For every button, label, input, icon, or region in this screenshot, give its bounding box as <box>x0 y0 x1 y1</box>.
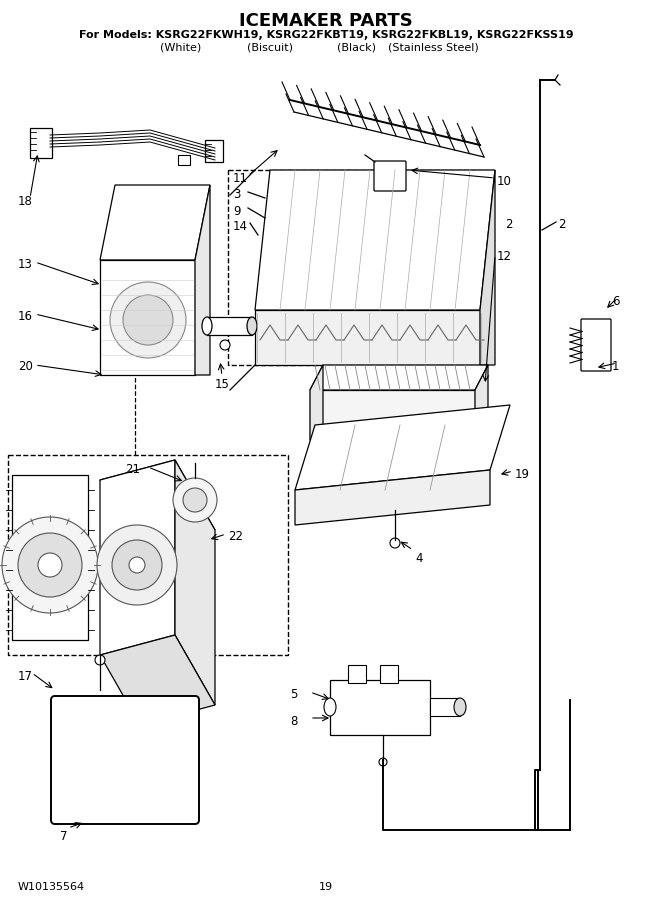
Circle shape <box>18 533 82 597</box>
Polygon shape <box>100 260 195 375</box>
Text: 5: 5 <box>290 688 297 701</box>
FancyBboxPatch shape <box>51 696 199 824</box>
Ellipse shape <box>324 698 336 716</box>
Circle shape <box>390 538 400 548</box>
Text: 17: 17 <box>18 670 33 683</box>
Bar <box>205 140 223 162</box>
Text: 22: 22 <box>228 530 243 543</box>
Text: For Models: KSRG22FKWH19, KSRG22FKBT19, KSRG22FKBL19, KSRG22FKSS19: For Models: KSRG22FKWH19, KSRG22FKBT19, … <box>79 30 573 40</box>
Ellipse shape <box>247 317 257 335</box>
Text: 13: 13 <box>18 258 33 271</box>
Polygon shape <box>12 475 88 640</box>
Text: 6: 6 <box>612 295 619 308</box>
Text: (Black): (Black) <box>338 43 376 53</box>
Text: 1: 1 <box>612 360 619 373</box>
Polygon shape <box>310 365 488 390</box>
Text: 3: 3 <box>233 188 241 201</box>
Circle shape <box>220 340 230 350</box>
Circle shape <box>123 295 173 345</box>
Ellipse shape <box>202 317 212 335</box>
Text: 12: 12 <box>497 250 512 263</box>
FancyBboxPatch shape <box>374 161 406 191</box>
Bar <box>207 317 252 335</box>
Text: 20: 20 <box>18 360 33 373</box>
Bar <box>430 698 460 716</box>
Circle shape <box>337 442 343 448</box>
Text: 7: 7 <box>60 830 68 843</box>
Text: 18: 18 <box>18 195 33 208</box>
Bar <box>178 155 190 165</box>
Text: 11: 11 <box>233 172 248 185</box>
Text: 10: 10 <box>497 175 512 188</box>
Polygon shape <box>100 635 215 725</box>
Polygon shape <box>310 365 323 440</box>
Text: 4: 4 <box>415 552 422 565</box>
FancyBboxPatch shape <box>581 319 611 371</box>
Polygon shape <box>480 170 495 365</box>
Text: 9: 9 <box>233 205 241 218</box>
Circle shape <box>95 655 105 665</box>
Circle shape <box>97 525 177 605</box>
Circle shape <box>38 553 62 577</box>
Text: (White): (White) <box>160 43 201 53</box>
Polygon shape <box>255 170 495 310</box>
Polygon shape <box>100 185 210 260</box>
Text: (Stainless Steel): (Stainless Steel) <box>388 43 479 53</box>
Polygon shape <box>295 405 510 490</box>
Polygon shape <box>310 390 475 440</box>
Text: (Biscuit): (Biscuit) <box>247 43 293 53</box>
Polygon shape <box>100 460 175 655</box>
Polygon shape <box>255 310 480 365</box>
Text: W10135564: W10135564 <box>18 882 85 892</box>
Circle shape <box>112 540 162 590</box>
Bar <box>348 665 366 683</box>
Text: 2: 2 <box>558 218 565 231</box>
Circle shape <box>129 557 145 573</box>
Text: 8: 8 <box>290 715 297 728</box>
Text: ICEMAKER PARTS: ICEMAKER PARTS <box>239 12 413 30</box>
Text: 19: 19 <box>319 882 333 892</box>
Polygon shape <box>100 460 215 550</box>
Circle shape <box>183 488 207 512</box>
Text: 14: 14 <box>233 220 248 233</box>
Circle shape <box>2 517 98 613</box>
Text: 16: 16 <box>18 310 33 323</box>
Text: 19: 19 <box>515 468 530 481</box>
Circle shape <box>110 282 186 358</box>
Polygon shape <box>475 365 488 440</box>
Polygon shape <box>195 185 210 375</box>
Bar <box>8 455 288 655</box>
Polygon shape <box>295 470 490 525</box>
Circle shape <box>322 442 328 448</box>
Circle shape <box>173 478 217 522</box>
Text: 15: 15 <box>215 378 230 391</box>
Ellipse shape <box>454 698 466 716</box>
Bar <box>30 128 52 158</box>
Bar <box>330 680 430 735</box>
Polygon shape <box>175 460 215 705</box>
Text: 2: 2 <box>505 218 512 231</box>
Bar <box>380 665 398 683</box>
Circle shape <box>379 758 387 766</box>
Text: 21: 21 <box>125 463 140 476</box>
Bar <box>228 170 488 365</box>
